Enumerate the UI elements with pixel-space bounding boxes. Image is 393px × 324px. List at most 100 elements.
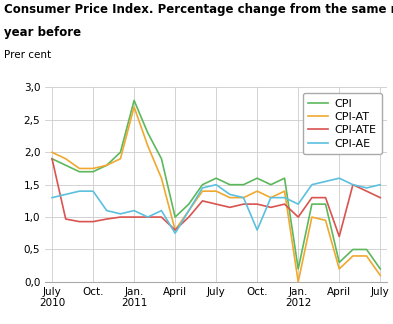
CPI-AE [337, 176, 342, 180]
CPI-AT [77, 167, 82, 170]
CPI-ATE [50, 157, 54, 161]
CPI-ATE [323, 196, 328, 200]
Text: year before: year before [4, 26, 81, 39]
CPI [200, 183, 205, 187]
CPI-AE [214, 183, 219, 187]
CPI-ATE [77, 220, 82, 224]
CPI [105, 163, 109, 167]
CPI-AT [282, 189, 287, 193]
CPI [214, 176, 219, 180]
CPI-ATE [241, 202, 246, 206]
CPI [118, 150, 123, 154]
CPI [255, 176, 259, 180]
CPI-AT [323, 218, 328, 222]
CPI-AE [63, 192, 68, 196]
CPI-AE [105, 209, 109, 213]
CPI [77, 170, 82, 174]
CPI-AT [159, 176, 164, 180]
CPI-AE [241, 196, 246, 200]
Line: CPI: CPI [52, 100, 380, 269]
CPI [145, 131, 150, 135]
Text: Consumer Price Index. Percentage change from the same month one: Consumer Price Index. Percentage change … [4, 3, 393, 16]
CPI [91, 170, 95, 174]
Line: CPI-AT: CPI-AT [52, 107, 380, 282]
CPI [351, 248, 355, 251]
CPI [186, 202, 191, 206]
CPI [310, 202, 314, 206]
CPI-AE [186, 209, 191, 213]
CPI [323, 202, 328, 206]
CPI [241, 183, 246, 187]
CPI-AE [282, 196, 287, 200]
Line: CPI-ATE: CPI-ATE [52, 159, 380, 237]
CPI-AT [214, 189, 219, 193]
CPI-AE [91, 189, 95, 193]
Legend: CPI, CPI-AT, CPI-ATE, CPI-AE: CPI, CPI-AT, CPI-ATE, CPI-AE [303, 93, 382, 154]
CPI-ATE [337, 235, 342, 238]
CPI [282, 176, 287, 180]
CPI-ATE [282, 202, 287, 206]
CPI [337, 260, 342, 264]
CPI [364, 248, 369, 251]
CPI [173, 215, 178, 219]
Text: Prer cent: Prer cent [4, 50, 51, 60]
CPI-ATE [214, 202, 219, 206]
CPI-AE [364, 186, 369, 190]
CPI [228, 183, 232, 187]
CPI-ATE [364, 189, 369, 193]
CPI-ATE [105, 217, 109, 221]
CPI-AE [255, 228, 259, 232]
CPI [268, 183, 273, 187]
CPI [296, 267, 301, 271]
CPI-ATE [310, 196, 314, 200]
CPI-AT [186, 209, 191, 213]
CPI-AE [132, 209, 136, 213]
CPI-AT [255, 189, 259, 193]
CPI [50, 157, 54, 161]
CPI-AE [310, 183, 314, 187]
CPI-ATE [91, 220, 95, 224]
CPI-AT [268, 196, 273, 200]
CPI-ATE [145, 215, 150, 219]
CPI-AT [241, 196, 246, 200]
Line: CPI-AE: CPI-AE [52, 178, 380, 233]
CPI-AT [91, 167, 95, 170]
CPI-AT [105, 163, 109, 167]
CPI-AT [200, 189, 205, 193]
CPI-AE [296, 202, 301, 206]
CPI-AT [310, 215, 314, 219]
CPI-ATE [118, 215, 123, 219]
CPI-ATE [132, 215, 136, 219]
CPI [63, 163, 68, 167]
CPI-AT [50, 150, 54, 154]
CPI-AT [118, 157, 123, 161]
CPI [159, 157, 164, 161]
CPI-ATE [173, 228, 178, 232]
CPI-AT [351, 254, 355, 258]
CPI-AT [228, 196, 232, 200]
CPI-ATE [296, 215, 301, 219]
CPI-ATE [200, 199, 205, 203]
CPI-AT [132, 105, 136, 109]
CPI-ATE [255, 202, 259, 206]
CPI-AE [145, 215, 150, 219]
CPI-AE [323, 179, 328, 183]
CPI-ATE [159, 215, 164, 219]
CPI-AE [159, 209, 164, 213]
CPI-AT [337, 267, 342, 271]
CPI-AE [118, 212, 123, 216]
CPI-AE [378, 183, 383, 187]
CPI-ATE [268, 205, 273, 209]
CPI-ATE [378, 196, 383, 200]
CPI-AT [145, 144, 150, 148]
CPI-AE [228, 192, 232, 196]
CPI-AE [351, 183, 355, 187]
CPI-AE [173, 231, 178, 235]
CPI-AE [200, 186, 205, 190]
CPI-AE [77, 189, 82, 193]
CPI-ATE [63, 217, 68, 221]
CPI-ATE [228, 205, 232, 209]
CPI-AE [268, 196, 273, 200]
CPI-AE [50, 196, 54, 200]
CPI-AT [378, 273, 383, 277]
